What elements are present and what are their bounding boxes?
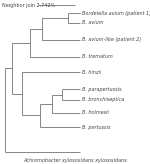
Text: Bordetella avium (patient 1): Bordetella avium (patient 1) <box>81 10 150 16</box>
Text: B. hinzii: B. hinzii <box>81 70 101 74</box>
Text: B. bronchiseptica: B. bronchiseptica <box>81 98 124 102</box>
Text: B. avium: B. avium <box>81 20 103 25</box>
Text: B. trematum: B. trematum <box>81 54 112 60</box>
Text: B. avium-like (patient 2): B. avium-like (patient 2) <box>81 38 141 42</box>
Text: Achromobacter xylosoxidans xylosoxidans: Achromobacter xylosoxidans xylosoxidans <box>23 158 127 163</box>
Text: B. holmesii: B. holmesii <box>81 111 108 115</box>
Text: B. pertussis: B. pertussis <box>81 124 110 130</box>
Text: B. parapertussis: B. parapertussis <box>81 86 121 92</box>
Text: Neighbor join 2.742%: Neighbor join 2.742% <box>2 2 55 8</box>
